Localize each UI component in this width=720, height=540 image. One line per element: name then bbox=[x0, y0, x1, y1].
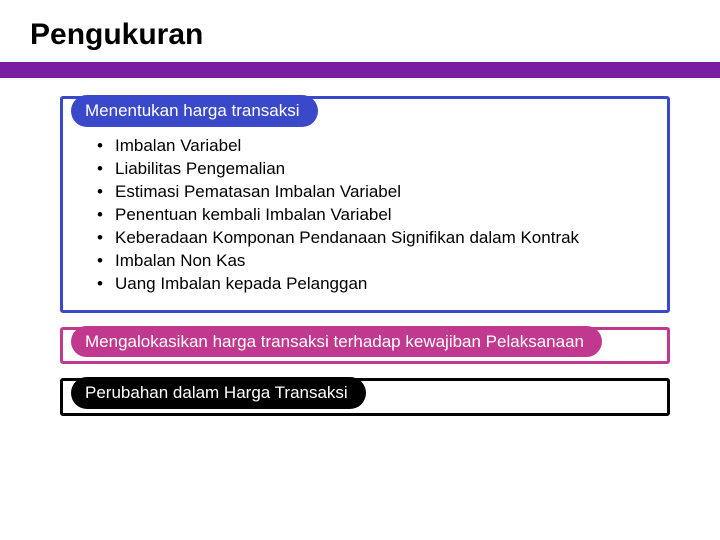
bullet-icon: • bbox=[97, 135, 115, 158]
content-area: Menentukan harga transaksi • Imbalan Var… bbox=[0, 78, 720, 416]
list-item: • Estimasi Pematasan Imbalan Variabel bbox=[97, 181, 645, 204]
list-item: • Keberadaan Komponan Pendanaan Signifik… bbox=[97, 227, 645, 250]
bullet-icon: • bbox=[97, 181, 115, 204]
bullet-icon: • bbox=[97, 250, 115, 273]
list-item: • Imbalan Non Kas bbox=[97, 250, 645, 273]
list-item-text: Keberadaan Komponan Pendanaan Signifikan… bbox=[115, 227, 645, 250]
bullet-icon: • bbox=[97, 204, 115, 227]
bullet-icon: • bbox=[97, 158, 115, 181]
slide-title: Pengukuran bbox=[0, 18, 720, 62]
bullet-icon: • bbox=[97, 227, 115, 250]
list-item-text: Penentuan kembali Imbalan Variabel bbox=[115, 204, 645, 227]
section-1-list: • Imbalan Variabel • Liabilitas Pengemal… bbox=[63, 131, 667, 310]
section-header-3: Perubahan dalam Harga Transaksi bbox=[71, 377, 366, 409]
slide: Pengukuran Menentukan harga transaksi • … bbox=[0, 0, 720, 540]
list-item: • Imbalan Variabel bbox=[97, 135, 645, 158]
section-header-2: Mengalokasikan harga transaksi terhadap … bbox=[71, 326, 602, 358]
list-item-text: Imbalan Variabel bbox=[115, 135, 645, 158]
list-item-text: Uang Imbalan kepada Pelanggan bbox=[115, 273, 645, 296]
list-item: • Penentuan kembali Imbalan Variabel bbox=[97, 204, 645, 227]
list-item-text: Estimasi Pematasan Imbalan Variabel bbox=[115, 181, 645, 204]
list-item-text: Liabilitas Pengemalian bbox=[115, 158, 645, 181]
section-box-1: Menentukan harga transaksi • Imbalan Var… bbox=[60, 96, 670, 313]
title-underline-bar bbox=[0, 62, 720, 78]
list-item: • Liabilitas Pengemalian bbox=[97, 158, 645, 181]
section-box-3: Perubahan dalam Harga Transaksi bbox=[60, 378, 670, 416]
section-header-1: Menentukan harga transaksi bbox=[71, 95, 318, 127]
list-item-text: Imbalan Non Kas bbox=[115, 250, 645, 273]
bullet-icon: • bbox=[97, 273, 115, 296]
list-item: • Uang Imbalan kepada Pelanggan bbox=[97, 273, 645, 296]
section-box-2: Mengalokasikan harga transaksi terhadap … bbox=[60, 327, 670, 365]
